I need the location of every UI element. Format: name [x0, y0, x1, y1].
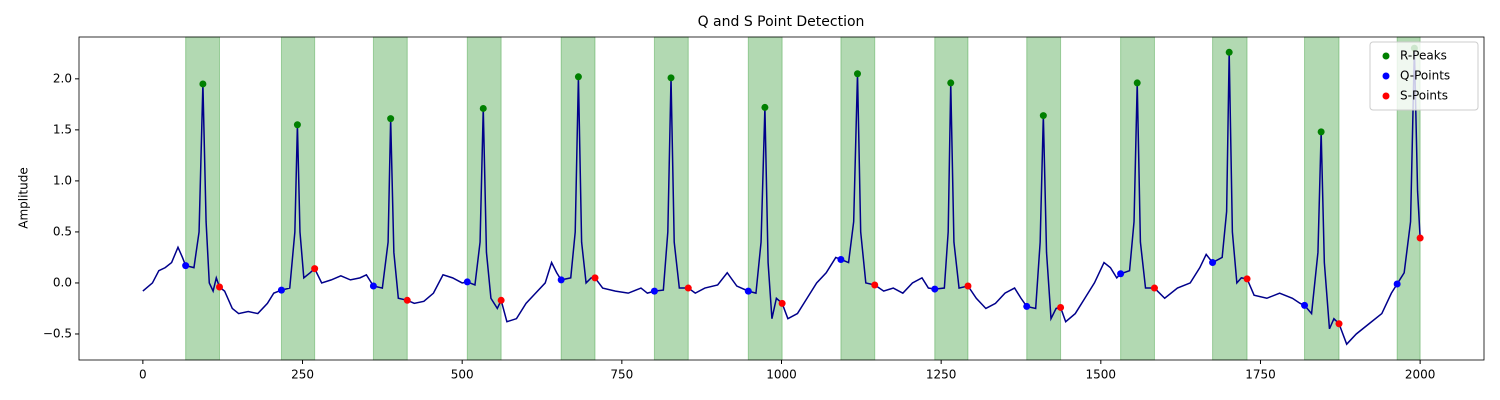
point [684, 284, 692, 292]
point [557, 276, 565, 284]
point [293, 121, 301, 129]
point [964, 282, 972, 290]
qrs-span [372, 36, 408, 361]
y-axis-label: Amplitude [17, 167, 31, 229]
y-tick-label: 0.5 [53, 224, 72, 238]
point [853, 70, 861, 78]
legend-label: Q-Points [1400, 69, 1450, 83]
point [947, 79, 955, 87]
point [1057, 303, 1065, 311]
point [1243, 275, 1251, 283]
point [574, 73, 582, 81]
qrs-span [840, 36, 876, 361]
point [650, 287, 658, 295]
point [591, 274, 599, 282]
legend-label: S-Points [1400, 89, 1448, 103]
point [1335, 320, 1343, 328]
chart-title: Q and S Point Detection [698, 14, 865, 30]
x-tick-label: 0 [139, 368, 147, 382]
point [931, 285, 939, 293]
x-tick-label: 1750 [1245, 368, 1276, 382]
qrs-span [466, 36, 502, 361]
legend-label: R-Peaks [1400, 49, 1447, 63]
point [1301, 301, 1309, 309]
legend-marker [1382, 72, 1390, 80]
point [182, 262, 190, 270]
legend-marker [1382, 52, 1390, 60]
point [1209, 259, 1217, 267]
legend: R-Peaks Q-Points S-Points [1369, 41, 1479, 111]
point [761, 103, 769, 111]
qrs-span [1026, 36, 1062, 361]
point [463, 278, 471, 286]
legend-marker [1382, 92, 1390, 100]
point [1117, 270, 1125, 278]
point [778, 299, 786, 307]
y-tick-label: 2.0 [53, 71, 72, 85]
point [1416, 234, 1424, 242]
point [199, 80, 207, 88]
point [497, 296, 505, 304]
point [1150, 284, 1158, 292]
point [1039, 112, 1047, 120]
point [311, 265, 319, 273]
point [1225, 48, 1233, 56]
legend-box [1369, 41, 1479, 111]
point [871, 281, 879, 289]
x-tick-label: 2000 [1405, 368, 1436, 382]
qrs-span [1304, 36, 1340, 361]
point [387, 115, 395, 123]
point [837, 255, 845, 263]
point [1023, 302, 1031, 310]
point [479, 104, 487, 112]
point [744, 287, 752, 295]
point [667, 74, 675, 82]
x-tick-label: 1000 [766, 368, 797, 382]
point [1133, 79, 1141, 87]
point [403, 296, 411, 304]
qrs-span [747, 36, 783, 361]
x-tick-label: 1250 [926, 368, 957, 382]
point [1317, 128, 1325, 136]
qrs-span [280, 36, 316, 361]
y-tick-label: 1.0 [53, 173, 72, 187]
point [216, 283, 223, 291]
y-tick-label: −0.5 [43, 326, 72, 340]
y-tick-label: 1.5 [53, 122, 72, 136]
y-tick-label: 0.0 [53, 275, 72, 289]
x-tick-label: 250 [291, 368, 314, 382]
x-tick-label: 500 [451, 368, 474, 382]
point [369, 282, 377, 290]
x-tick-label: 750 [610, 368, 633, 382]
x-tick-label: 1500 [1086, 368, 1117, 382]
point [277, 286, 285, 294]
point [1393, 280, 1401, 288]
